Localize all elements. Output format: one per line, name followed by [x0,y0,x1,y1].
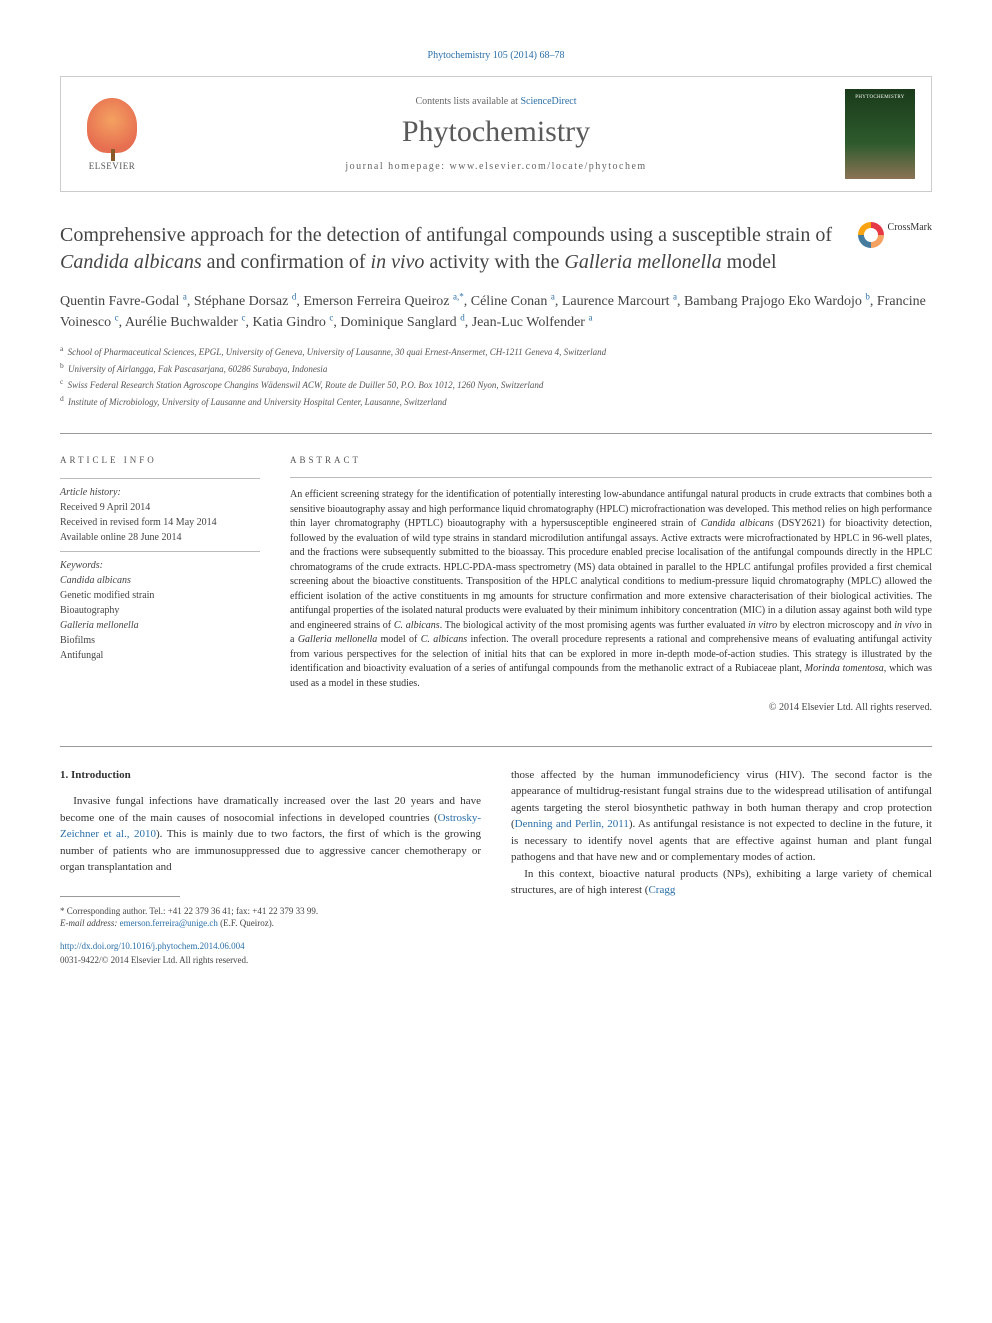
crossmark-icon [858,222,884,248]
corresp-person: (E.F. Queiroz). [220,918,274,928]
affiliation-list: a School of Pharmaceutical Sciences, EPG… [60,343,932,409]
contents-prefix: Contents lists available at [415,96,520,107]
intro-paragraph-1: Invasive fungal infections have dramatic… [60,793,481,876]
homepage-prefix: journal homepage: [345,161,449,172]
online-date: Available online 28 June 2014 [60,530,260,545]
author: Bambang Prajogo Eko Wardojo b, [684,294,877,309]
article-title: Comprehensive approach for the detection… [60,222,858,276]
crossmark-label: CrossMark [888,222,932,233]
history-label: Article history: [60,487,121,498]
title-species-1: Candida albicans [60,251,202,273]
revised-date: Received in revised form 14 May 2014 [60,515,260,530]
doi-block: http://dx.doi.org/10.1016/j.phytochem.20… [60,940,481,967]
author: Katia Gindro c, [252,315,340,330]
author: Dominique Sanglard d, [340,315,471,330]
keyword: Galleria mellonella [60,618,260,633]
keyword: Biofilms [60,633,260,648]
corresp-contact: * Corresponding author. Tel.: +41 22 379… [60,905,481,918]
body-column-right: those affected by the human immunodefici… [511,767,932,967]
title-text-2: and confirmation of [202,251,371,273]
author: Laurence Marcourt a, [562,294,684,309]
citation-line: Phytochemistry 105 (2014) 68–78 [60,50,932,61]
journal-homepage-line: journal homepage: www.elsevier.com/locat… [147,161,845,172]
journal-title: Phytochemistry [147,115,845,149]
author: Emerson Ferreira Queiroz a,*, [303,294,470,309]
contents-available-line: Contents lists available at ScienceDirec… [147,96,845,107]
author: Céline Conan a, [471,294,562,309]
citation-link-denning[interactable]: Denning and Perlin, 2011 [515,818,629,830]
received-date: Received 9 April 2014 [60,500,260,515]
journal-header-box: ELSEVIER Contents lists available at Sci… [60,76,932,192]
publisher-name: ELSEVIER [89,161,136,171]
publisher-logo[interactable]: ELSEVIER [77,94,147,174]
author: Stéphane Dorsaz d, [194,294,303,309]
homepage-url: www.elsevier.com/locate/phytochem [450,161,647,172]
doi-link[interactable]: http://dx.doi.org/10.1016/j.phytochem.20… [60,941,245,951]
keyword: Antifungal [60,648,260,663]
affiliation-b: b University of Airlangga, Fak Pascasarj… [60,360,932,377]
title-text-1: Comprehensive approach for the detection… [60,224,832,246]
body-divider [60,746,932,747]
author: Jean-Luc Wolfender a [472,315,593,330]
citation-link-cragg[interactable]: Cragg [648,884,675,896]
body-text: Invasive fungal infections have dramatic… [60,795,481,824]
body-column-left: 1. Introduction Invasive fungal infectio… [60,767,481,967]
abstract-heading: ABSTRACT [290,454,932,467]
email-label: E-mail address: [60,918,117,928]
abstract-column: ABSTRACT An efficient screening strategy… [290,454,932,716]
affiliation-a: a School of Pharmaceutical Sciences, EPG… [60,343,932,360]
keyword: Bioautography [60,603,260,618]
author: Quentin Favre-Godal a, [60,294,194,309]
intro-paragraph-1-cont: those affected by the human immunodefici… [511,767,932,866]
section-1-heading: 1. Introduction [60,767,481,784]
intro-paragraph-2: In this context, bioactive natural produ… [511,866,932,899]
section-divider [60,433,932,434]
affiliation-c: c Swiss Federal Research Station Agrosco… [60,376,932,393]
author-list: Quentin Favre-Godal a, Stéphane Dorsaz d… [60,290,932,333]
footnote-separator [60,896,180,897]
corresponding-author-note: * Corresponding author. Tel.: +41 22 379… [60,905,481,930]
title-text-3: activity with the [424,251,564,273]
title-species-2: Galleria mellonella [564,251,721,273]
crossmark-badge[interactable]: CrossMark [858,222,932,276]
keywords-label: Keywords: [60,560,103,571]
sciencedirect-link[interactable]: ScienceDirect [520,96,576,107]
corresp-email-link[interactable]: emerson.ferreira@unige.ch [120,918,218,928]
affiliation-d: d Institute of Microbiology, University … [60,393,932,410]
title-em-invivo: in vivo [371,251,425,273]
abstract-text: An efficient screening strategy for the … [290,488,932,691]
article-info-heading: ARTICLE INFO [60,454,260,468]
copyright-line: © 2014 Elsevier Ltd. All rights reserved… [290,701,932,716]
author: Aurélie Buchwalder c, [125,315,253,330]
journal-cover-thumbnail[interactable] [845,89,915,179]
article-info-column: ARTICLE INFO Article history: Received 9… [60,454,260,716]
keyword: Genetic modified strain [60,588,260,603]
body-text: In this context, bioactive natural produ… [511,868,932,897]
issn-copyright: 0031-9422/© 2014 Elsevier Ltd. All right… [60,955,248,965]
keyword: Candida albicans [60,573,260,588]
title-text-4: model [722,251,777,273]
elsevier-tree-icon [87,98,137,153]
